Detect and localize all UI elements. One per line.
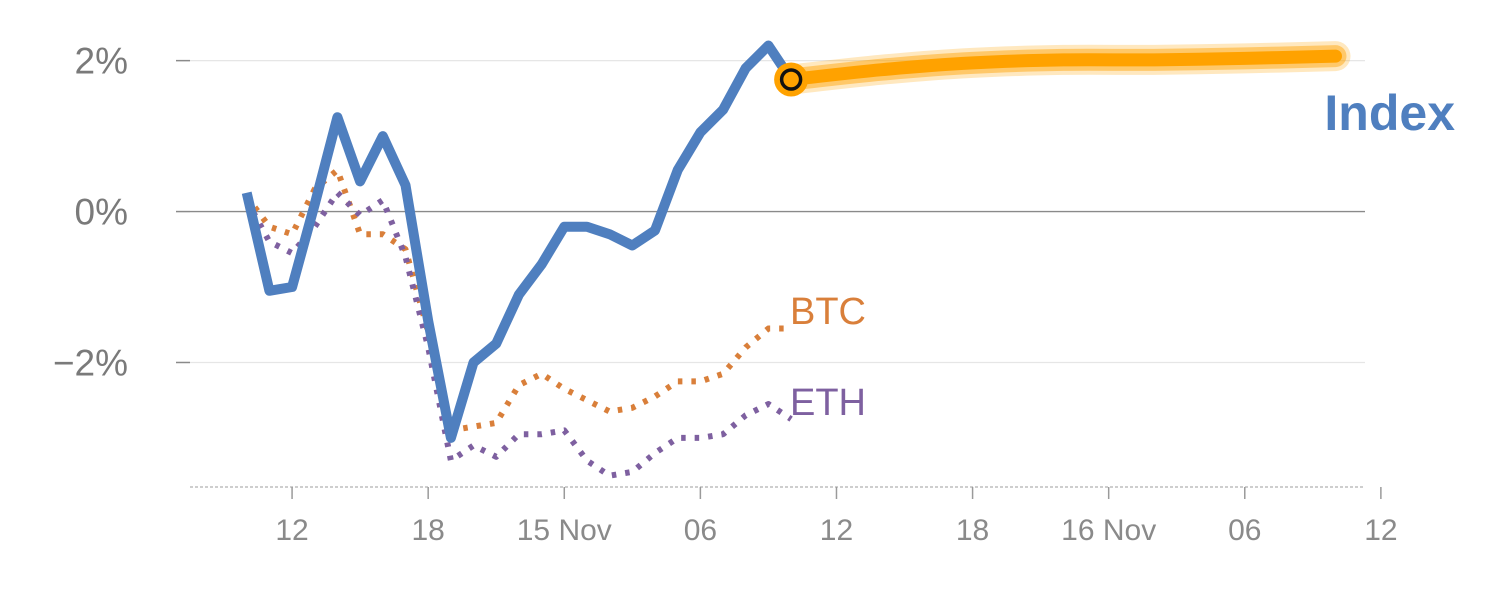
series-line-index-forecast (784, 49, 1342, 87)
x-tick-label: 18 (956, 514, 989, 547)
marker-layer (774, 62, 809, 97)
x-tick-label: 06 (1228, 514, 1261, 547)
series-line-eth (244, 189, 793, 479)
series-label-btc: BTC (790, 291, 866, 333)
series-layer (241, 40, 1351, 479)
y-tick-label: 0% (75, 192, 128, 233)
series-label-eth: ETH (790, 382, 866, 424)
label-layer: Index BTC ETH (790, 85, 1455, 424)
grid-layer (190, 60, 1365, 364)
x-tick-label: 12 (820, 514, 853, 547)
x-tick-label: 12 (275, 514, 308, 547)
y-tick-label: −2% (53, 342, 128, 383)
x-tick-label: 15 Nov (517, 514, 612, 547)
forecast-marker-dot (779, 68, 803, 91)
x-tick-label: 12 (1364, 514, 1397, 547)
x-tick-label: 06 (684, 514, 717, 547)
y-tick-label: 2% (75, 41, 128, 82)
series-label-index: Index (1324, 85, 1455, 141)
x-tick-label: 16 Nov (1061, 514, 1156, 547)
series-line-index (241, 40, 796, 443)
axis-layer: 2% 0% −2% 12 18 15 Nov 06 12 18 16 Nov 06 12 (53, 41, 1398, 547)
x-tick-label: 18 (411, 514, 444, 547)
